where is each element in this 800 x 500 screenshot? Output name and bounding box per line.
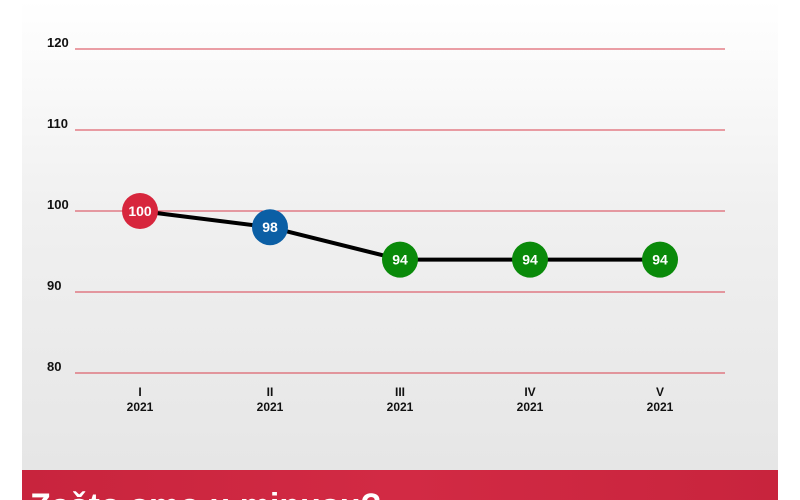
y-axis-ticks: 80 90 100 110 120	[47, 35, 69, 374]
y-tick-label: 120	[47, 35, 69, 50]
x-tick-label: I	[138, 385, 141, 399]
x-tick-label: III	[395, 385, 405, 399]
data-label: 94	[392, 252, 408, 268]
data-point-marker	[642, 241, 678, 278]
x-tick-year-label: 2021	[257, 400, 284, 414]
footer-banner: Zašto smo u minusu?	[22, 470, 778, 500]
x-tick-label: V	[656, 385, 664, 399]
data-label: 100	[128, 203, 152, 219]
x-tick-year-label: 2021	[387, 400, 414, 414]
y-tick-label: 80	[47, 359, 61, 374]
x-tick-label: IV	[524, 385, 535, 399]
data-point: 94	[642, 241, 678, 278]
data-points: 100 98 94 94 94	[122, 193, 678, 278]
y-tick-label: 90	[47, 278, 61, 293]
x-tick-year-label: 2021	[127, 400, 154, 414]
data-label: 98	[262, 219, 278, 235]
data-label: 94	[522, 252, 538, 268]
data-point-marker	[512, 241, 548, 278]
footer-heading: Zašto smo u minusu?	[30, 489, 381, 500]
x-tick-year-label: 2021	[517, 400, 544, 414]
data-point-marker	[252, 209, 288, 246]
chart-panel	[22, 0, 778, 470]
data-point: 94	[382, 241, 418, 278]
data-point: 98	[252, 209, 288, 246]
x-tick-year-label: 2021	[647, 400, 674, 414]
data-label: 94	[652, 252, 668, 268]
gridlines	[75, 48, 725, 374]
data-point-marker	[122, 193, 158, 229]
data-point: 100	[122, 193, 158, 229]
x-tick-label: II	[267, 385, 274, 399]
data-point: 94	[512, 241, 548, 278]
data-point-marker	[382, 241, 418, 278]
y-tick-label: 110	[47, 116, 68, 131]
y-tick-label: 100	[47, 197, 69, 212]
